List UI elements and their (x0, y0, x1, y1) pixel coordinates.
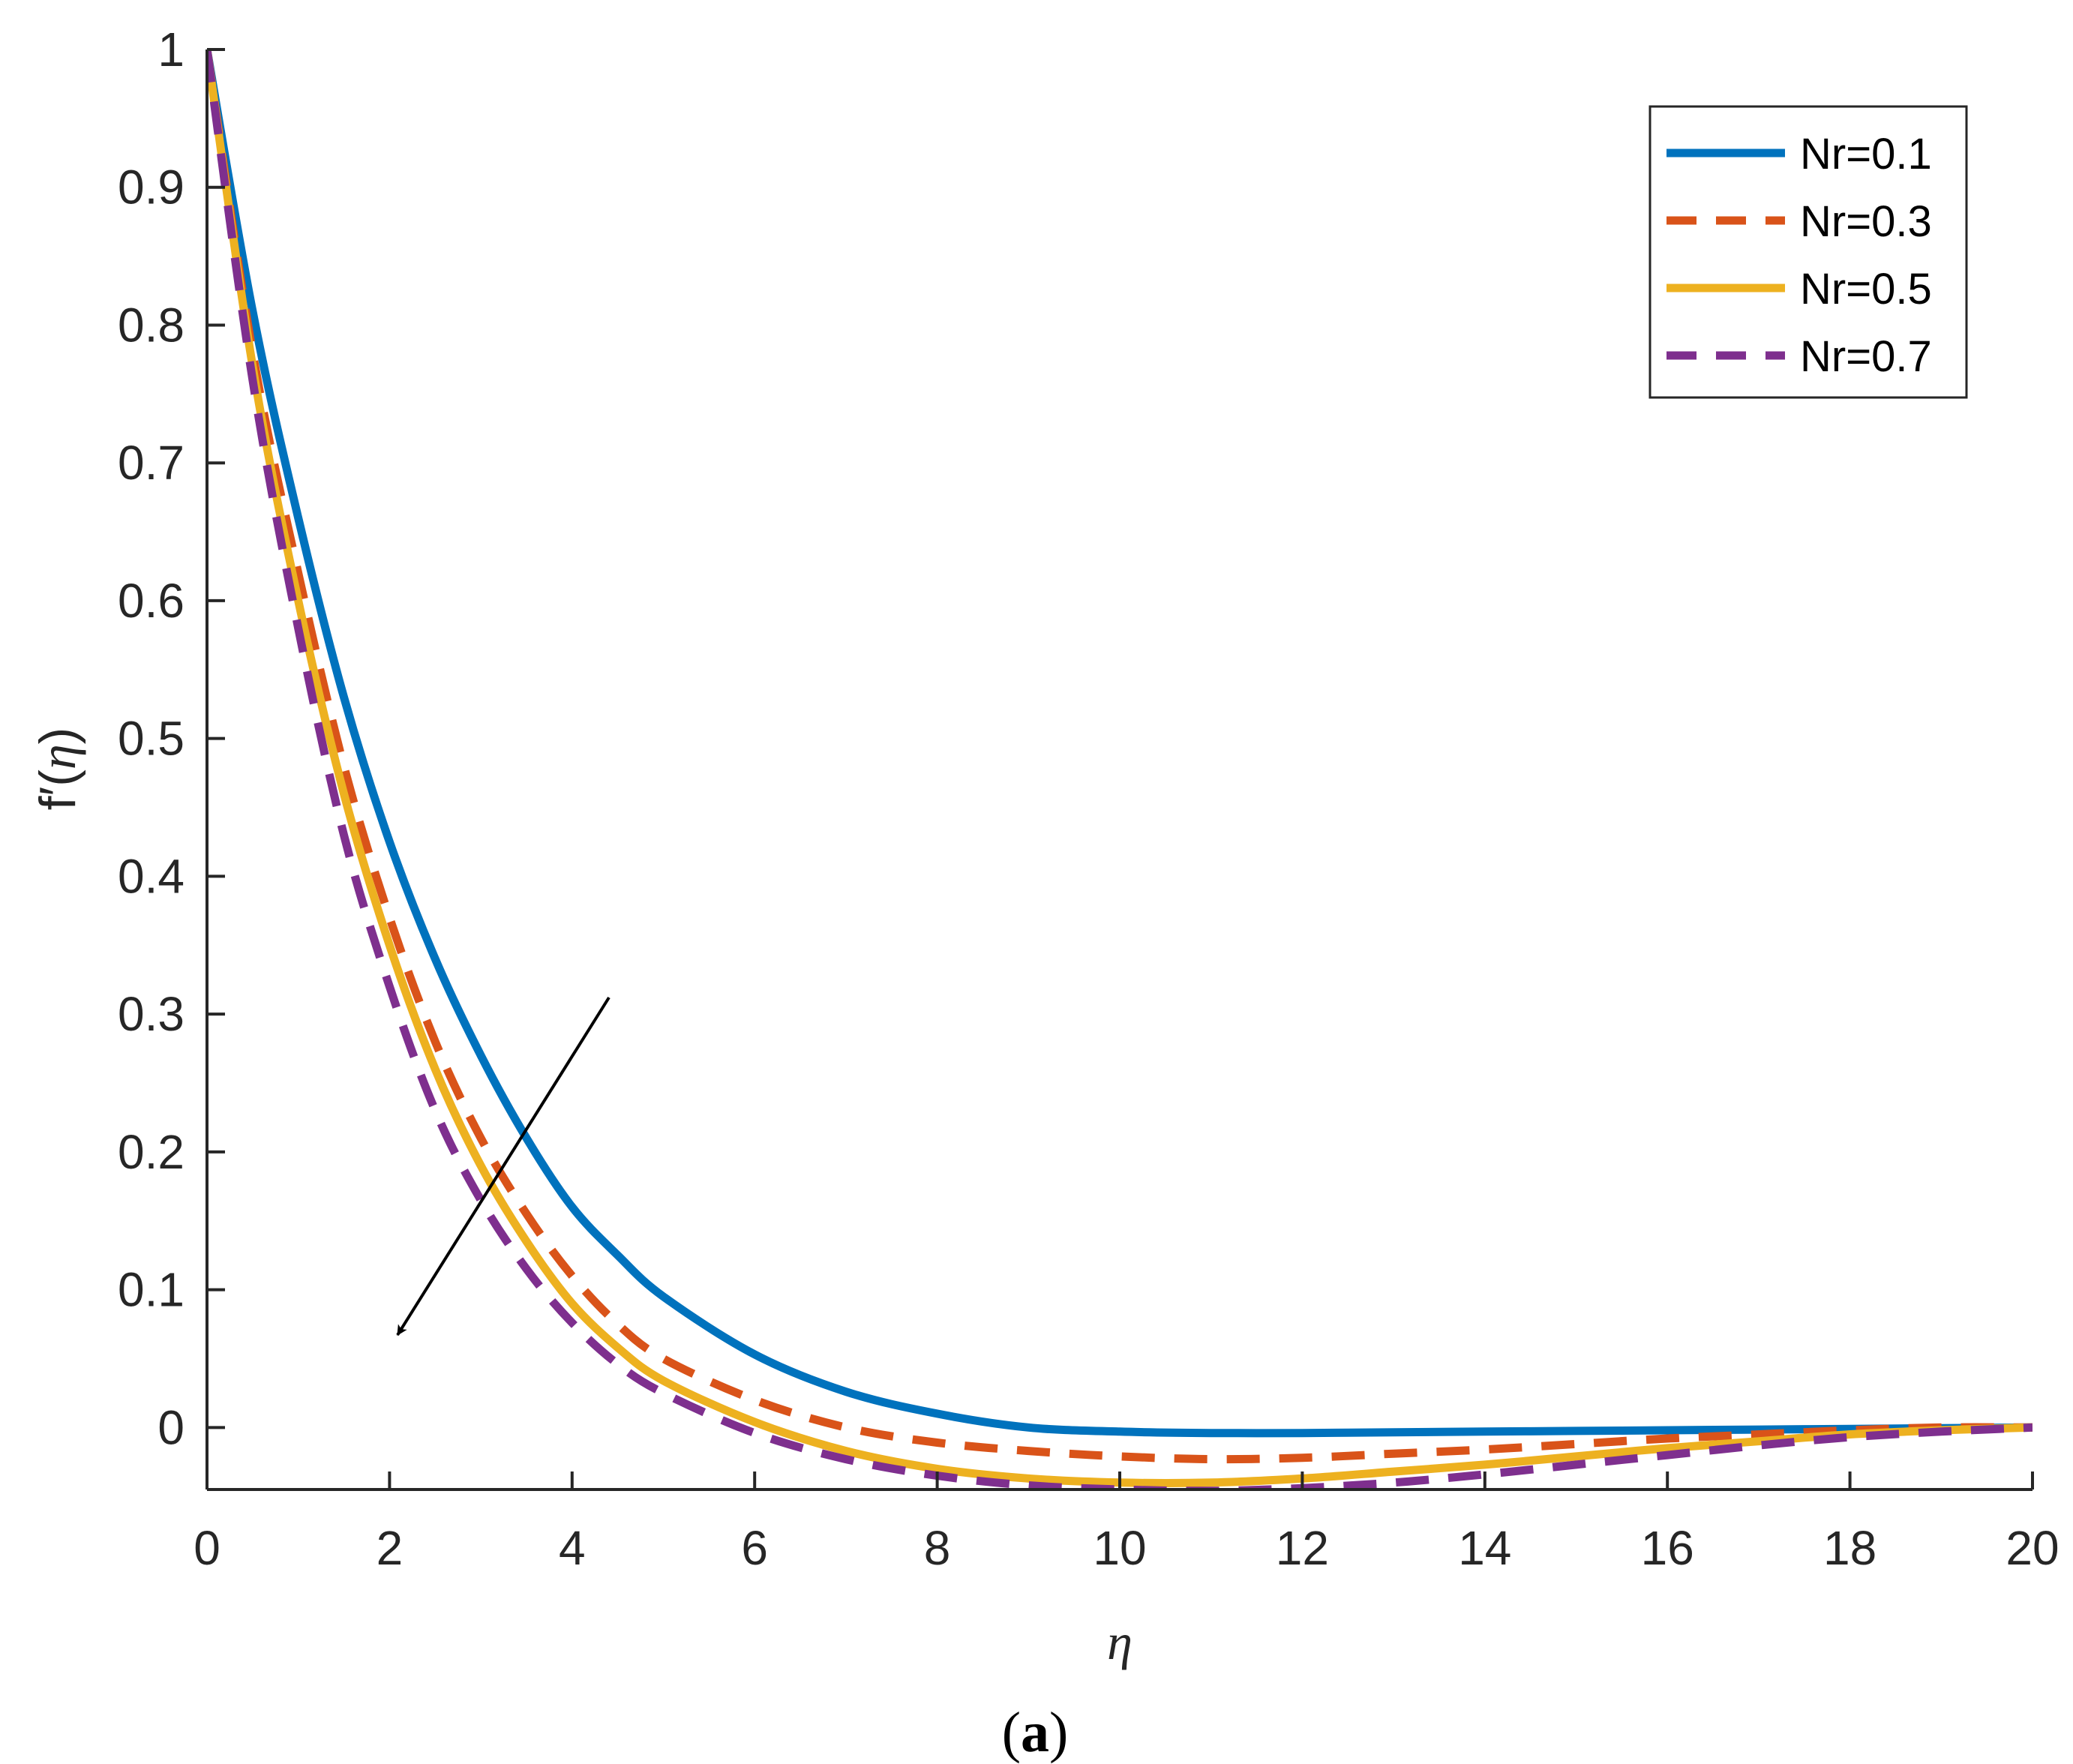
x-ticks: 0 2 4 6 8 10 12 14 16 18 20 (194, 1472, 2060, 1575)
panel-caption: (a) (1002, 1701, 1069, 1764)
y-ticks: 0 0.1 0.2 0.3 0.4 0.5 0.6 0.7 0.8 0.9 1 (118, 22, 225, 1454)
x-tick-label: 6 (741, 1521, 768, 1575)
y-tick-label: 0.5 (118, 712, 184, 766)
y-tick-label: 0.1 (118, 1263, 184, 1317)
y-axis-title: f′(η) (29, 728, 86, 811)
legend-label: Nr=0.5 (1800, 265, 1932, 314)
annotation-arrow (396, 996, 610, 1336)
y-tick-label: 0.7 (118, 436, 184, 490)
x-tick-label: 8 (924, 1521, 951, 1575)
x-tick-label: 12 (1276, 1521, 1329, 1575)
x-tick-label: 16 (1641, 1521, 1694, 1575)
x-tick-label: 4 (559, 1521, 586, 1575)
legend-label: Nr=0.3 (1800, 197, 1932, 246)
y-tick-label: 0 (158, 1400, 184, 1454)
panel-caption-close: ) (1049, 1701, 1068, 1764)
y-tick-label: 0.3 (118, 987, 184, 1041)
series-layer (207, 49, 2032, 1489)
legend: Nr=0.1 Nr=0.3 Nr=0.5 Nr=0.7 (1648, 105, 1968, 399)
legend-items: Nr=0.1 Nr=0.3 Nr=0.5 Nr=0.7 (1666, 130, 1932, 381)
panel-caption-open: ( (1002, 1701, 1021, 1764)
y-axis-title-var: η (29, 744, 86, 770)
y-axis-title-prefix: f′( (29, 770, 86, 811)
y-tick-label: 0.6 (118, 574, 184, 628)
y-axis-title-suffix: ) (29, 728, 86, 745)
series-line-1 (207, 49, 2032, 1438)
y-tick-label: 0.8 (118, 298, 184, 352)
x-tick-label: 10 (1093, 1521, 1146, 1575)
x-tick-label: 18 (1823, 1521, 1876, 1575)
series-line-3 (207, 49, 2032, 1487)
legend-label: Nr=0.1 (1800, 130, 1932, 178)
x-tick-label: 14 (1458, 1521, 1511, 1575)
series-line-2 (207, 49, 2032, 1464)
x-tick-label: 2 (376, 1521, 404, 1575)
y-tick-label: 0.9 (118, 160, 184, 214)
series-line-4 (207, 49, 2032, 1489)
x-tick-label: 20 (2006, 1521, 2059, 1575)
panel-caption-letter: a (1021, 1701, 1049, 1764)
x-tick-label: 0 (194, 1521, 220, 1575)
y-tick-label: 1 (158, 22, 184, 76)
legend-label: Nr=0.7 (1800, 332, 1932, 381)
y-tick-label: 0.4 (118, 849, 184, 903)
x-axis-title: η (1107, 1613, 1132, 1670)
y-tick-label: 0.2 (118, 1125, 184, 1179)
